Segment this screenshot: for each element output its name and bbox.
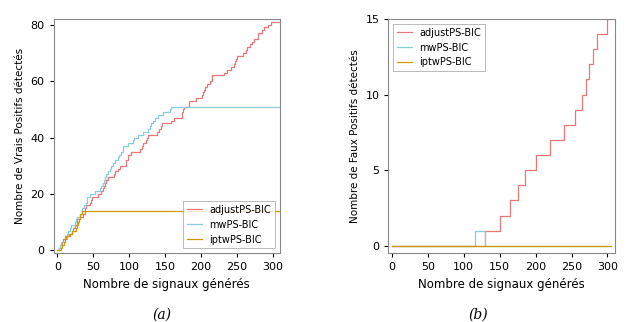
adjustPS-BIC: [482, 229, 489, 232]
mwPS-BIC: [111, 158, 118, 162]
adjustPS-BIC: [546, 153, 554, 157]
mwPS-BIC: [471, 229, 479, 232]
iptwPS-BIC: [276, 209, 284, 213]
adjustPS-BIC: [148, 133, 156, 137]
adjustPS-BIC: [521, 168, 529, 172]
mwPS-BIC: [388, 244, 396, 248]
iptwPS-BIC: [215, 209, 223, 213]
adjustPS-BIC: [514, 183, 522, 187]
Legend: adjustPS-BIC, mwPS-BIC, iptwPS-BIC: adjustPS-BIC, mwPS-BIC, iptwPS-BIC: [393, 24, 485, 71]
iptwPS-BIC: [149, 209, 156, 213]
iptwPS-BIC: [111, 209, 119, 213]
adjustPS-BIC: [582, 78, 590, 81]
Text: (a): (a): [152, 308, 171, 322]
mwPS-BIC: [151, 116, 159, 120]
adjustPS-BIC: [582, 93, 590, 97]
adjustPS-BIC: [589, 62, 597, 66]
mwPS-BIC: [482, 229, 489, 232]
adjustPS-BIC: [593, 47, 601, 51]
adjustPS-BIC: [467, 244, 475, 248]
adjustPS-BIC: [506, 198, 514, 202]
adjustPS-BIC: [600, 32, 608, 36]
adjustPS-BIC: [388, 244, 396, 248]
mwPS-BIC: [148, 121, 156, 125]
mwPS-BIC: [215, 105, 223, 109]
adjustPS-BIC: [604, 32, 611, 36]
adjustPS-BIC: [151, 133, 159, 137]
adjustPS-BIC: [579, 93, 586, 97]
iptwPS-BIC: [54, 249, 61, 252]
Line: adjustPS-BIC: adjustPS-BIC: [392, 19, 611, 246]
iptwPS-BIC: [78, 209, 86, 213]
mwPS-BIC: [410, 244, 417, 248]
mwPS-BIC: [482, 244, 489, 248]
mwPS-BIC: [471, 244, 479, 248]
adjustPS-BIC: [586, 62, 593, 66]
adjustPS-BIC: [496, 229, 503, 232]
adjustPS-BIC: [596, 32, 604, 36]
adjustPS-BIC: [496, 213, 503, 217]
adjustPS-BIC: [521, 183, 529, 187]
iptwPS-BIC: [229, 209, 236, 213]
Y-axis label: Nombre de Faux Positifs détectés: Nombre de Faux Positifs détectés: [350, 49, 360, 223]
mwPS-BIC: [410, 244, 417, 248]
adjustPS-BIC: [532, 153, 539, 157]
adjustPS-BIC: [546, 138, 554, 142]
adjustPS-BIC: [532, 168, 539, 172]
adjustPS-BIC: [80, 212, 87, 216]
adjustPS-BIC: [593, 32, 601, 36]
mwPS-BIC: [276, 105, 284, 109]
adjustPS-BIC: [589, 47, 597, 51]
mwPS-BIC: [229, 105, 236, 109]
Line: mwPS-BIC: mwPS-BIC: [392, 231, 611, 246]
adjustPS-BIC: [215, 73, 222, 77]
adjustPS-BIC: [607, 17, 615, 21]
mwPS-BIC: [607, 244, 615, 248]
adjustPS-BIC: [572, 123, 579, 127]
adjustPS-BIC: [596, 32, 604, 36]
mwPS-BIC: [167, 105, 175, 109]
Y-axis label: Nombre de Vrais Positifs détectés: Nombre de Vrais Positifs détectés: [15, 48, 25, 224]
Line: adjustPS-BIC: adjustPS-BIC: [58, 22, 280, 251]
adjustPS-BIC: [268, 20, 275, 24]
iptwPS-BIC: [81, 209, 89, 213]
adjustPS-BIC: [228, 65, 235, 69]
Line: iptwPS-BIC: iptwPS-BIC: [58, 211, 280, 251]
adjustPS-BIC: [506, 213, 514, 217]
mwPS-BIC: [80, 204, 87, 207]
adjustPS-BIC: [482, 244, 489, 248]
adjustPS-BIC: [514, 198, 522, 202]
Line: mwPS-BIC: mwPS-BIC: [58, 107, 280, 251]
adjustPS-BIC: [467, 244, 475, 248]
adjustPS-BIC: [572, 108, 579, 112]
X-axis label: Nombre de signaux générés: Nombre de signaux générés: [418, 278, 585, 291]
iptwPS-BIC: [152, 209, 160, 213]
mwPS-BIC: [54, 249, 61, 252]
adjustPS-BIC: [586, 78, 593, 81]
Text: (b): (b): [468, 308, 488, 322]
adjustPS-BIC: [600, 32, 608, 36]
adjustPS-BIC: [54, 249, 61, 252]
adjustPS-BIC: [111, 172, 118, 176]
X-axis label: Nombre de signaux générés: Nombre de signaux générés: [84, 278, 250, 291]
adjustPS-BIC: [561, 138, 568, 142]
adjustPS-BIC: [579, 108, 586, 112]
adjustPS-BIC: [276, 20, 284, 24]
adjustPS-BIC: [604, 17, 611, 21]
Legend: adjustPS-BIC, mwPS-BIC, iptwPS-BIC: adjustPS-BIC, mwPS-BIC, iptwPS-BIC: [183, 201, 275, 249]
adjustPS-BIC: [561, 123, 568, 127]
